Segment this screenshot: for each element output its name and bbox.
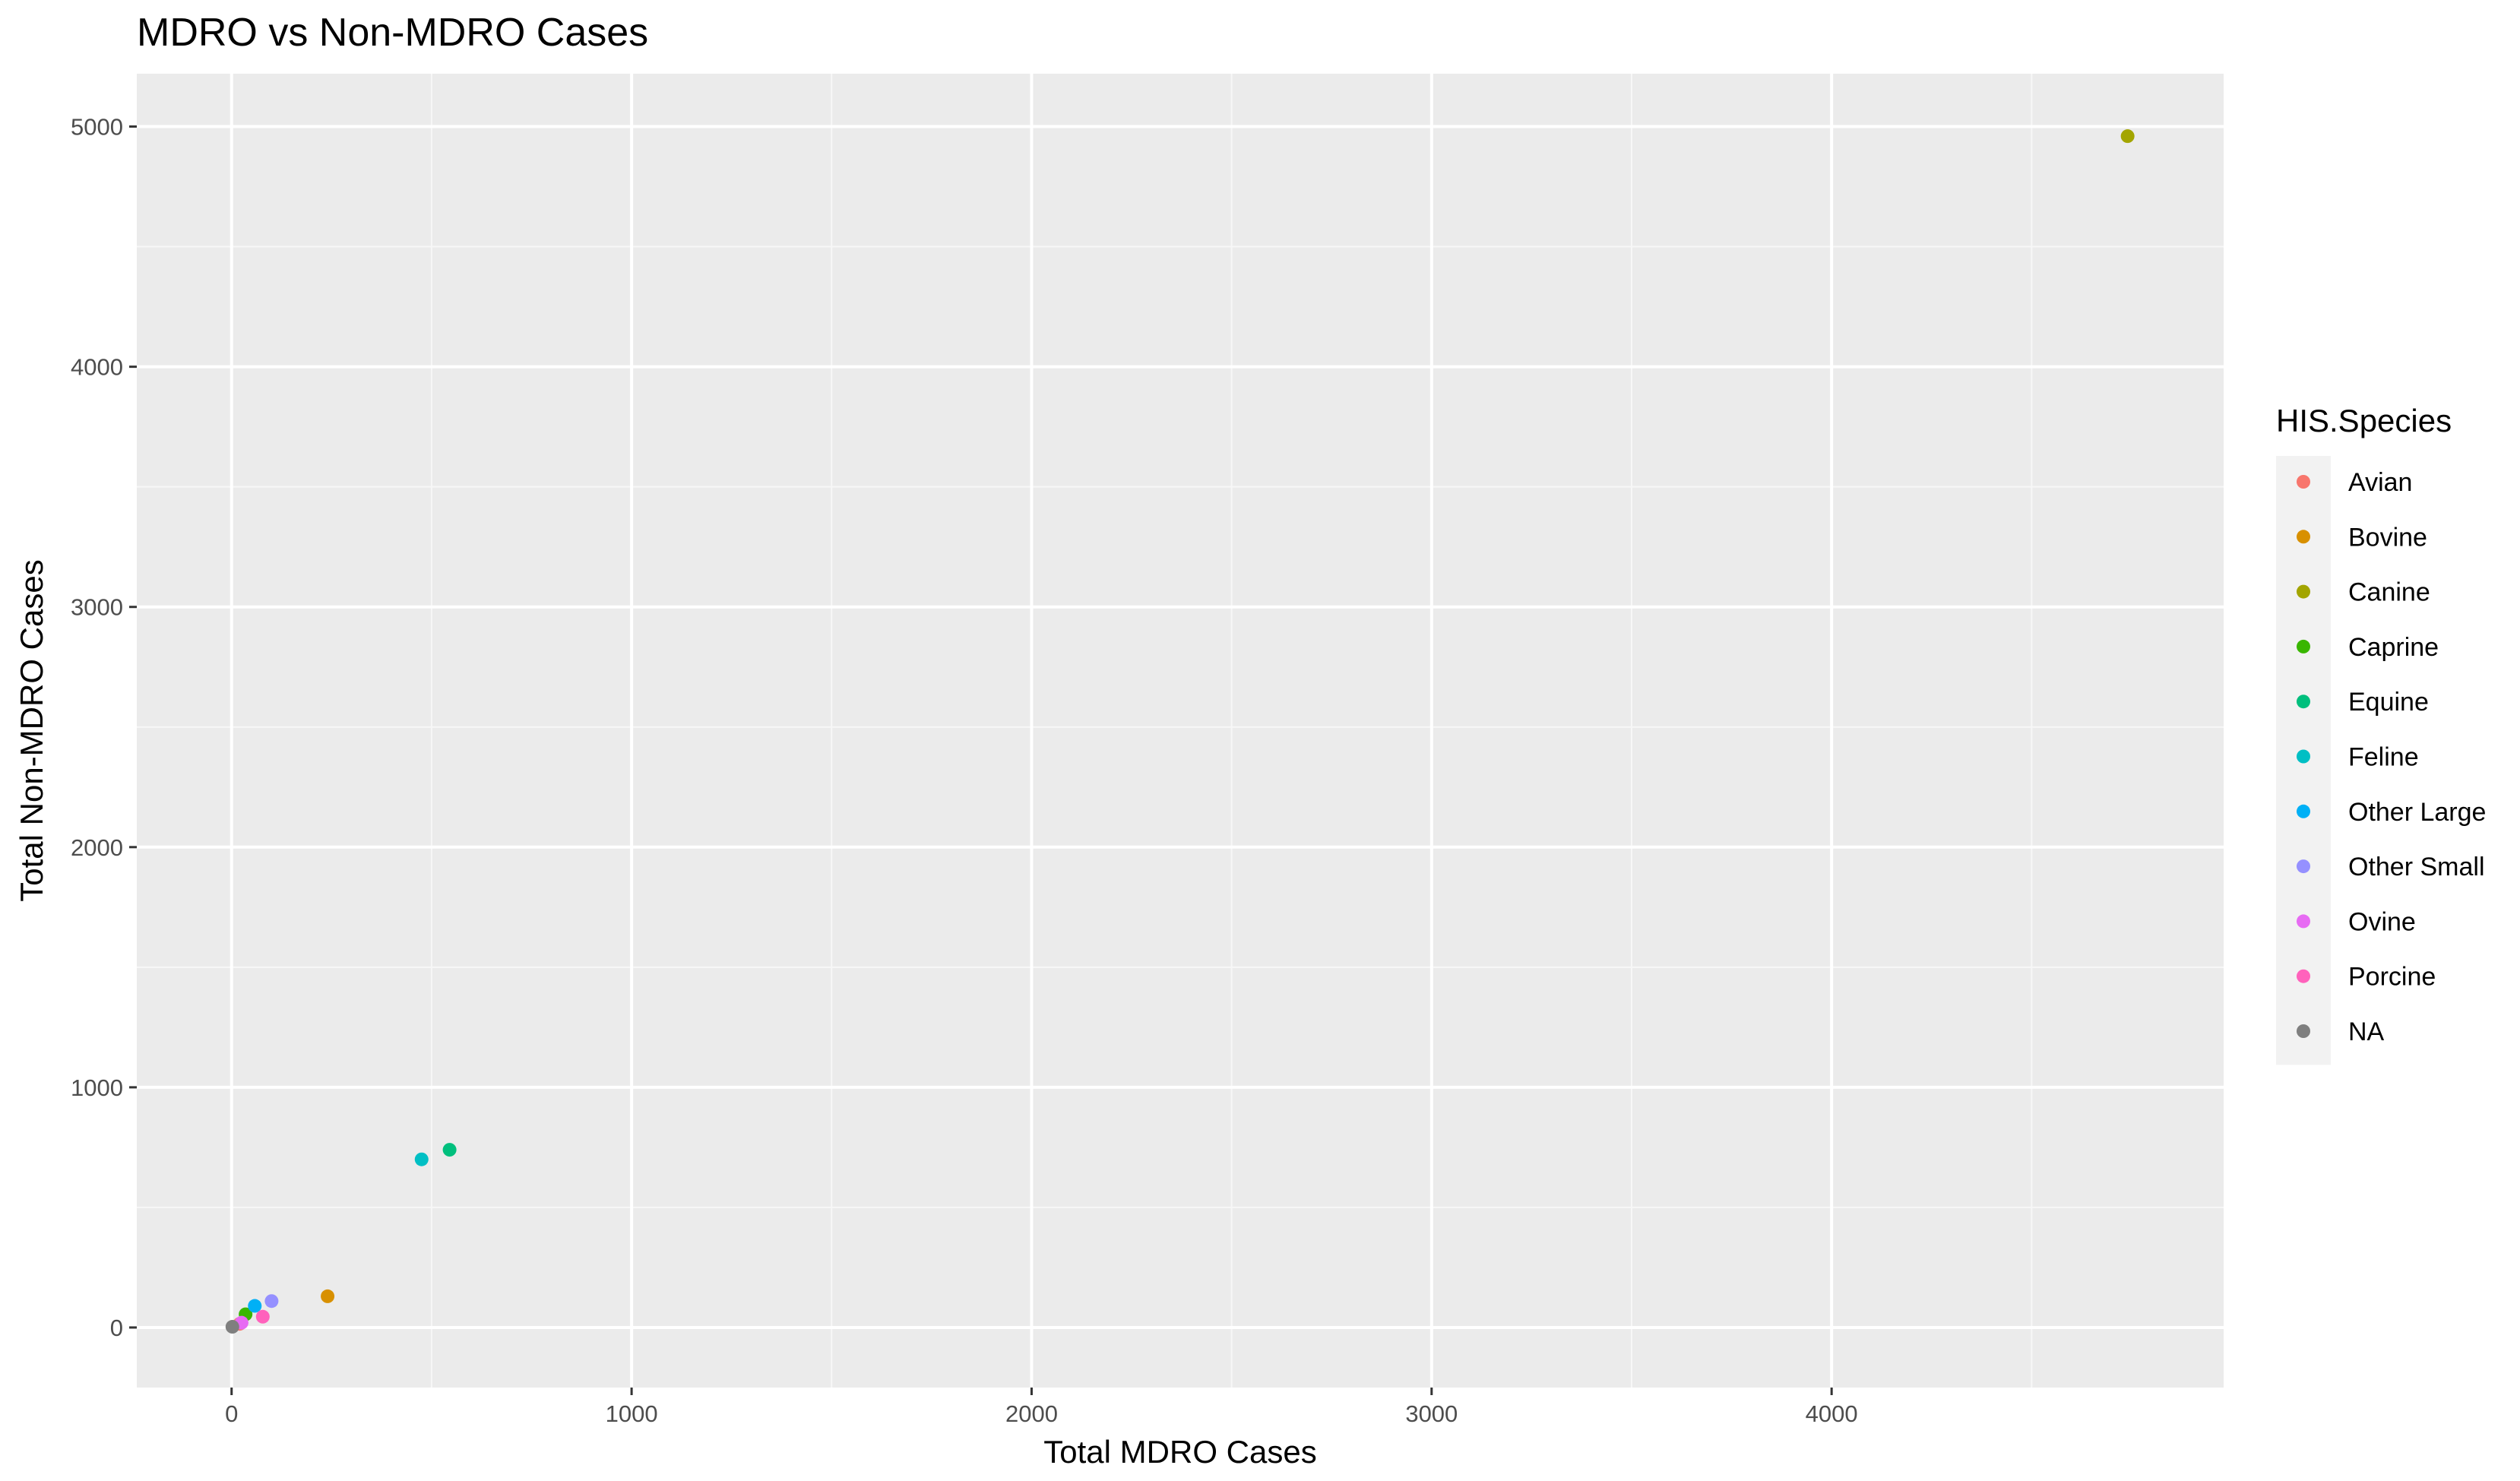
legend-key (2297, 969, 2310, 983)
y-tick-label: 2000 (71, 834, 123, 861)
x-tick-label: 2000 (1005, 1400, 1058, 1427)
legend-key (2297, 859, 2310, 874)
legend-key (2297, 749, 2310, 764)
data-points (225, 129, 2135, 1334)
legend-label: Porcine (2348, 963, 2436, 992)
x-tick-label: 1000 (606, 1400, 658, 1427)
legend-label: Bovine (2348, 523, 2427, 552)
plot-panel (137, 74, 2224, 1388)
data-point-feline (414, 1152, 429, 1166)
y-tick-label: 4000 (71, 354, 123, 381)
legend-label: Equine (2348, 688, 2429, 717)
chart-title: MDRO vs Non-MDRO Cases (137, 11, 648, 55)
x-axis-tick-labels: 0 1000 2000 3000 4000 (225, 1400, 1858, 1427)
legend-key (2297, 639, 2310, 653)
legend-label: Canine (2348, 578, 2430, 607)
data-point-equine (442, 1143, 457, 1157)
legend-key (2297, 1024, 2310, 1038)
legend-label: Avian (2348, 468, 2412, 497)
data-point-na (225, 1320, 239, 1334)
legend-label: Other Large (2348, 798, 2486, 827)
major-gridlines (137, 74, 2224, 1388)
y-axis-title: Total Non-MDRO Cases (14, 559, 49, 901)
y-tick-label: 0 (110, 1315, 123, 1341)
axis-ticks (129, 125, 1833, 1395)
legend: HIS.Species Avian Bovine Canine Caprine Equi… (2276, 403, 2486, 1065)
legend-label: NA (2348, 1017, 2385, 1046)
data-point-other-small (264, 1294, 279, 1309)
legend-key (2297, 584, 2310, 599)
x-tick-label: 4000 (1806, 1400, 1858, 1427)
legend-label: Feline (2348, 743, 2419, 772)
data-point-canine (2120, 129, 2135, 144)
legend-key (2297, 530, 2310, 544)
data-point-porcine (255, 1309, 270, 1324)
y-tick-label: 3000 (71, 594, 123, 621)
legend-items: Avian Bovine Canine Caprine Equine Feline Othe… (2297, 468, 2486, 1046)
y-axis-tick-labels: 0 1000 2000 3000 4000 5000 (71, 114, 123, 1341)
y-tick-label: 1000 (71, 1074, 123, 1101)
legend-label: Ovine (2348, 907, 2416, 936)
x-tick-label: 3000 (1405, 1400, 1458, 1427)
x-tick-label: 0 (225, 1400, 238, 1427)
x-axis-title: Total MDRO Cases (1043, 1434, 1316, 1470)
legend-key (2297, 914, 2310, 929)
legend-key (2297, 695, 2310, 709)
data-point-other-large (248, 1299, 262, 1313)
data-point-bovine (321, 1289, 335, 1303)
legend-title: HIS.Species (2276, 403, 2452, 438)
y-tick-label: 5000 (71, 114, 123, 141)
legend-label: Other Small (2348, 853, 2485, 881)
legend-label: Caprine (2348, 633, 2439, 662)
legend-key (2297, 804, 2310, 818)
minor-gridlines (137, 74, 2224, 1388)
legend-key (2297, 475, 2310, 489)
